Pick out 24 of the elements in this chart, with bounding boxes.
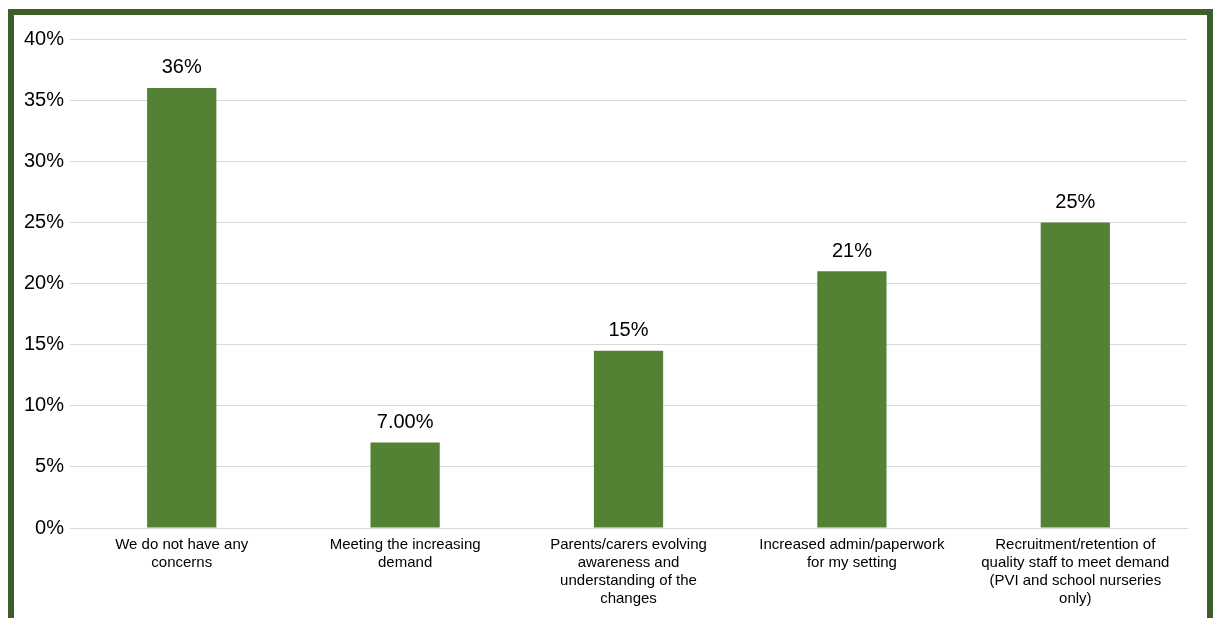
y-tick-label: 10%: [24, 393, 65, 416]
bar: [593, 350, 664, 528]
bar: [817, 271, 887, 528]
x-tick-label: Parents/carers evolving awareness and understanding of the changes: [550, 535, 707, 607]
y-tick-label: 40%: [24, 26, 65, 49]
y-tick-label: 35%: [24, 87, 65, 110]
data-label: 36%: [161, 55, 202, 78]
x-tick-label: We do not have any concerns: [115, 535, 249, 571]
x-tick-label: Increased admin/paperwork for my setting: [759, 535, 945, 571]
x-tick-label: Meeting the increasing demand: [329, 535, 481, 571]
y-tick-label: 0%: [35, 515, 65, 538]
data-label: 7.00%: [376, 409, 434, 432]
y-tick-label: 30%: [24, 148, 65, 171]
bar: [147, 87, 217, 528]
x-tick-label: Recruitment/retention of quality staff to meet demand (PVI and school nurseries only): [981, 535, 1170, 607]
y-tick-label: 15%: [24, 332, 65, 355]
bar: [1040, 222, 1110, 528]
y-tick-label: 20%: [24, 271, 65, 294]
data-label: 25%: [1055, 189, 1096, 212]
bar: [370, 442, 440, 528]
y-tick-label: 5%: [35, 454, 65, 477]
data-label: 15%: [608, 318, 649, 341]
data-label: 21%: [831, 238, 873, 261]
y-tick-label: 25%: [24, 209, 65, 232]
